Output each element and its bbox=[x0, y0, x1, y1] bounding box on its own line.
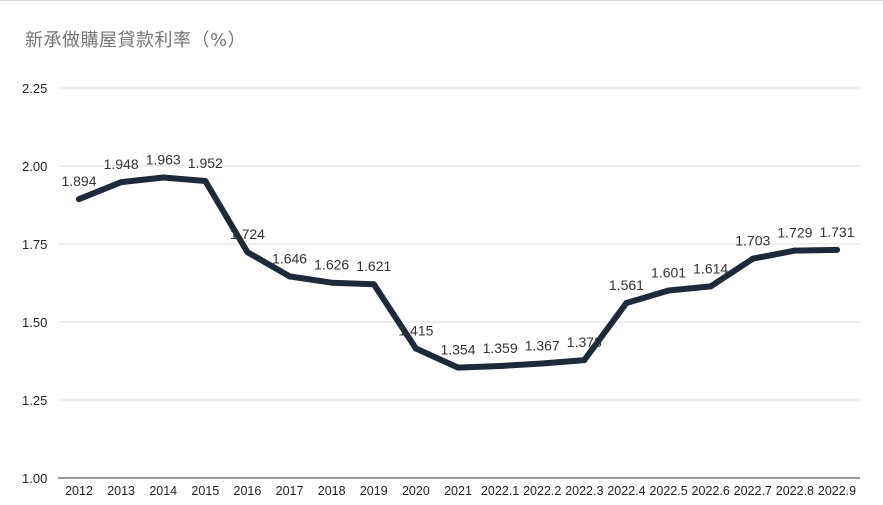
data-label: 1.359 bbox=[483, 340, 518, 356]
data-label: 1.731 bbox=[819, 224, 854, 240]
data-point bbox=[791, 247, 798, 254]
x-tick-label: 2021 bbox=[444, 484, 472, 498]
x-tick-label: 2022.8 bbox=[776, 484, 814, 498]
data-point bbox=[328, 279, 335, 286]
x-tick-label: 2020 bbox=[402, 484, 430, 498]
data-label: 1.894 bbox=[61, 173, 96, 189]
data-label: 1.703 bbox=[735, 233, 770, 249]
data-point bbox=[497, 362, 504, 369]
y-tick-label: 1.75 bbox=[22, 237, 47, 252]
data-point bbox=[76, 196, 82, 203]
data-label: 1.948 bbox=[104, 156, 139, 172]
data-point bbox=[834, 246, 840, 253]
data-point bbox=[665, 287, 672, 294]
data-point bbox=[286, 273, 293, 280]
data-label: 1.963 bbox=[146, 152, 181, 168]
top-border bbox=[0, 0, 883, 1]
x-tick-label: 2017 bbox=[276, 484, 304, 498]
data-label: 1.378 bbox=[567, 334, 602, 350]
data-point bbox=[244, 249, 251, 256]
x-tick-label: 2022.5 bbox=[649, 484, 687, 498]
x-tick-label: 2014 bbox=[149, 484, 177, 498]
x-tick-label: 2022.4 bbox=[607, 484, 645, 498]
x-tick-label: 2016 bbox=[234, 484, 262, 498]
data-label: 1.724 bbox=[230, 226, 265, 242]
y-tick-label: 1.50 bbox=[22, 315, 47, 330]
x-tick-label: 2022.6 bbox=[692, 484, 730, 498]
x-tick-label: 2013 bbox=[107, 484, 135, 498]
chart-title: 新承做購屋貸款利率（%） bbox=[25, 30, 247, 51]
data-label: 1.952 bbox=[188, 155, 223, 171]
data-point bbox=[160, 174, 167, 181]
data-label: 1.601 bbox=[651, 264, 686, 280]
data-label: 1.561 bbox=[609, 277, 644, 293]
x-tick-label: 2022.1 bbox=[481, 484, 519, 498]
data-label: 1.415 bbox=[398, 323, 433, 339]
x-tick-label: 2022.2 bbox=[523, 484, 561, 498]
data-point bbox=[412, 345, 419, 352]
y-tick-label: 1.25 bbox=[22, 393, 47, 408]
data-label: 1.367 bbox=[525, 337, 560, 353]
x-tick-label: 2019 bbox=[360, 484, 388, 498]
data-label: 1.621 bbox=[356, 258, 391, 274]
data-point bbox=[118, 179, 125, 186]
data-label: 1.626 bbox=[314, 257, 349, 273]
x-tick-label: 2022.3 bbox=[565, 484, 603, 498]
data-point bbox=[749, 255, 756, 262]
data-point bbox=[539, 360, 546, 367]
x-tick-label: 2015 bbox=[191, 484, 219, 498]
data-point bbox=[707, 283, 714, 290]
x-tick-label: 2022.9 bbox=[818, 484, 856, 498]
x-tick-label: 2012 bbox=[65, 484, 93, 498]
data-point bbox=[370, 281, 377, 288]
data-point bbox=[202, 177, 209, 184]
data-label: 1.614 bbox=[693, 260, 728, 276]
x-tick-label: 2018 bbox=[318, 484, 346, 498]
data-point bbox=[581, 357, 588, 364]
y-tick-label: 2.00 bbox=[22, 159, 47, 174]
data-point bbox=[623, 299, 630, 306]
x-tick-label: 2022.7 bbox=[734, 484, 772, 498]
data-label: 1.354 bbox=[440, 342, 475, 358]
y-tick-label: 2.25 bbox=[22, 81, 47, 96]
data-label: 1.646 bbox=[272, 250, 307, 266]
y-tick-label: 1.00 bbox=[22, 471, 47, 486]
data-label: 1.729 bbox=[777, 225, 812, 241]
data-point bbox=[455, 364, 461, 371]
